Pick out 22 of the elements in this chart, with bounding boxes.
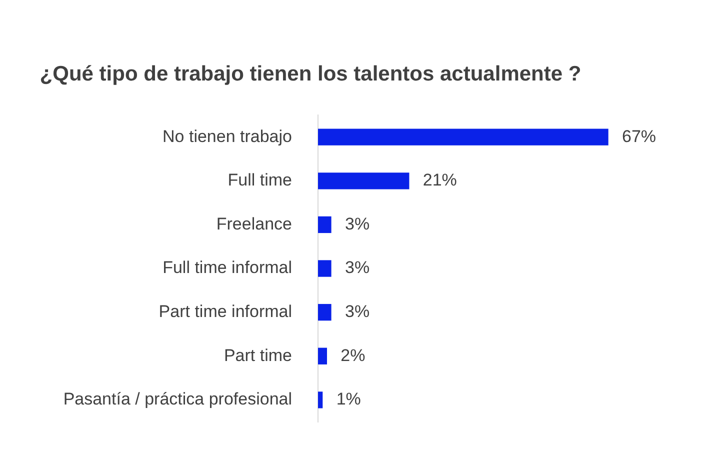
- chart-title: ¿Qué tipo de trabajo tienen los talentos actualmente ?: [40, 62, 582, 86]
- data-label: 3%: [344, 214, 370, 234]
- data-label: 67%: [622, 126, 656, 146]
- y-tick-label: Pasantía / práctica profesional: [63, 390, 292, 409]
- y-tick-label: No tienen trabajo: [162, 126, 292, 146]
- y-tick-label: Full time informal: [162, 258, 292, 278]
- bar: [318, 216, 332, 234]
- data-label: 3%: [344, 258, 370, 278]
- bar: [318, 260, 332, 277]
- y-tick-label: Freelance: [216, 214, 292, 234]
- data-label: 3%: [344, 302, 370, 321]
- bar: [318, 172, 410, 190]
- bar: [318, 392, 323, 408]
- y-tick-label: Part time: [224, 346, 292, 365]
- bar: [318, 348, 327, 364]
- data-label: 21%: [422, 170, 457, 190]
- bar: [318, 304, 332, 321]
- bar: [318, 128, 608, 146]
- data-label: 1%: [336, 390, 361, 409]
- y-tick-label: Part time informal: [158, 302, 292, 321]
- y-tick-label: Full time: [228, 170, 292, 190]
- data-label: 2%: [340, 346, 366, 365]
